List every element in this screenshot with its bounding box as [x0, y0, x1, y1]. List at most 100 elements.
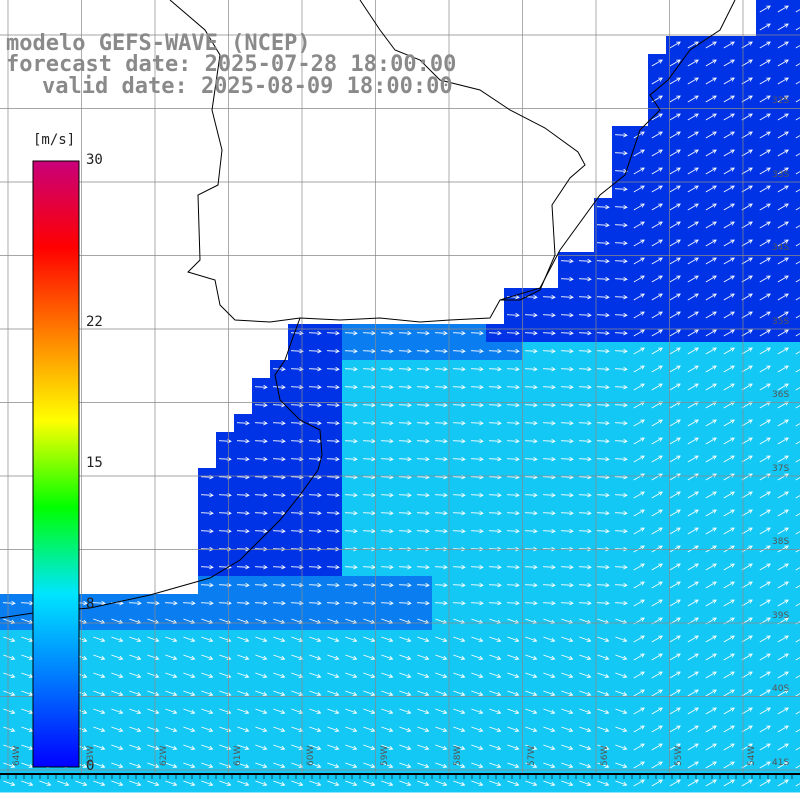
wind-arrow: [705, 725, 717, 733]
wind-cell: [792, 702, 800, 721]
wind-arrow: [579, 690, 592, 697]
wind-arrow: [687, 329, 699, 337]
coastline-south: [0, 317, 323, 619]
wind-arrow: [777, 545, 789, 553]
wind-arrow: [596, 312, 610, 318]
wind-arrow: [398, 366, 412, 372]
wind-arrow: [380, 384, 394, 390]
wind-arrow: [183, 708, 196, 715]
wind-arrow: [399, 726, 412, 733]
wind-arrow: [651, 239, 663, 247]
wind-arrow: [326, 582, 340, 588]
longitude-label: 64W: [12, 745, 22, 766]
wind-arrow: [777, 725, 789, 733]
wind-arrow: [560, 420, 574, 426]
wind-arrow: [272, 528, 286, 534]
wind-arrow: [741, 185, 753, 193]
wind-arrow: [452, 582, 466, 588]
wind-arrow: [651, 203, 663, 211]
wind-arrow: [669, 635, 681, 643]
wind-arrow: [201, 780, 214, 787]
wind-arrow: [434, 510, 448, 516]
wind-arrow: [759, 23, 771, 31]
wind-arrow: [777, 383, 789, 391]
wind-arrow: [525, 744, 538, 751]
wind-cell: [792, 522, 800, 541]
wind-arrow: [705, 419, 717, 427]
wind-arrow: [273, 654, 286, 661]
wind-arrow: [380, 366, 394, 372]
wind-arrow: [489, 654, 502, 661]
wind-arrow: [651, 563, 663, 571]
coastline-east: [499, 0, 736, 301]
wind-arrow: [651, 779, 663, 787]
wind-arrow: [290, 366, 304, 372]
wind-arrow: [705, 221, 717, 229]
wind-arrow: [309, 654, 322, 661]
wind-arrow: [272, 564, 286, 570]
wind-arrow: [201, 726, 214, 733]
wind-arrow: [795, 495, 800, 499]
wind-arrow: [633, 311, 645, 319]
wind-arrow: [687, 131, 699, 139]
wind-arrow: [506, 600, 520, 606]
wind-arrow: [327, 690, 340, 697]
wind-arrow: [272, 456, 286, 462]
wind-arrow: [362, 366, 376, 372]
wind-arrow: [201, 636, 214, 643]
wind-cell: [792, 576, 800, 595]
wind-arrow: [470, 330, 484, 336]
wind-arrow: [651, 275, 663, 283]
wind-arrow: [669, 329, 681, 337]
colorbar-tick-label: 15: [86, 455, 103, 471]
wind-arrow: [633, 383, 645, 391]
wind-arrow: [596, 456, 610, 462]
wind-arrow: [111, 672, 124, 679]
wind-arrow: [254, 582, 268, 588]
wind-arrow: [237, 780, 250, 787]
wind-arrow: [759, 311, 771, 319]
wind-arrow: [434, 564, 448, 570]
wind-arrow: [488, 456, 502, 462]
wind-arrow: [327, 636, 340, 643]
wind-arrow: [417, 672, 430, 679]
wind-arrow: [560, 330, 574, 336]
wind-arrow: [471, 636, 484, 643]
wind-arrow: [308, 366, 322, 372]
wind-arrow: [507, 762, 520, 769]
wind-arrow: [651, 167, 663, 175]
wind-arrow: [308, 564, 322, 570]
wind-arrow: [759, 131, 771, 139]
wind-arrow: [326, 510, 340, 516]
wind-arrow: [434, 438, 448, 444]
wind-arrow: [489, 762, 502, 769]
wind-arrow: [254, 438, 268, 444]
wind-arrow: [453, 672, 466, 679]
wind-arrow: [327, 744, 340, 751]
wind-arrow: [633, 329, 645, 337]
wind-arrow: [524, 366, 538, 372]
wind-arrow: [542, 366, 556, 372]
wind-arrow: [759, 437, 771, 445]
wind-arrow: [380, 348, 394, 354]
wind-arrow: [470, 456, 484, 462]
wind-arrow: [723, 239, 735, 247]
wind-arrow: [687, 653, 699, 661]
wind-arrow: [344, 528, 358, 534]
wind-arrow: [470, 384, 484, 390]
wind-arrow: [759, 527, 771, 535]
wind-arrow: [579, 726, 592, 733]
wind-arrow: [381, 672, 394, 679]
wind-arrow: [254, 402, 268, 408]
wind-arrow: [290, 564, 304, 570]
wind-arrow: [759, 77, 771, 85]
wind-arrow: [795, 9, 800, 13]
wind-arrow: [705, 311, 717, 319]
wind-arrow: [705, 707, 717, 715]
wind-arrow: [705, 635, 717, 643]
wind-arrow: [507, 726, 520, 733]
wind-arrow: [596, 492, 610, 498]
wind-arrow: [542, 600, 556, 606]
wind-arrow: [255, 654, 268, 661]
wind-arrow: [579, 744, 592, 751]
